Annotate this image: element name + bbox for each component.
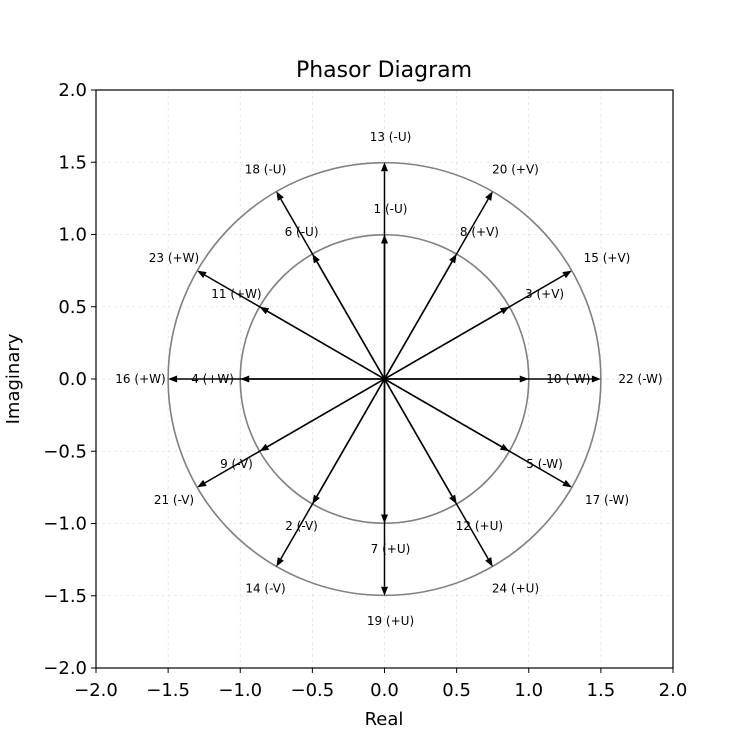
phasor-label-20: 20 (+V) [492,162,539,176]
phasor-arrows [168,162,601,596]
y-tick-label-3: −0.5 [43,441,87,462]
phasor-label-3: 3 (+V) [525,287,564,301]
phasor-14 [276,378,386,567]
x-tick-label-0: −2.0 [74,680,118,701]
phasor-label-4: 4 (+W) [191,372,234,386]
x-tick-label-7: 1.5 [587,680,616,701]
y-tick-label-1: −1.5 [43,586,87,607]
phasor-label-2: 2 (-V) [285,519,318,533]
y-tick-label-6: 1.0 [58,225,87,246]
phasor-label-10: 10 (-W) [546,372,590,386]
phasor-label-19: 19 (+U) [367,614,414,628]
phasor-20 [383,191,493,380]
chart-title: Phasor Diagram [296,58,472,83]
x-axis-ticks: −2.0 −1.5 −1.0 −0.5 0.0 0.5 1.0 1.5 2.0 [74,668,687,701]
phasor-label-13: 13 (-U) [370,130,412,144]
y-tick-label-0: −2.0 [43,658,87,679]
phasor-label-5: 5 (-W) [526,457,563,471]
phasor-18 [276,191,386,380]
phasor-label-18: 18 (-U) [245,162,287,176]
x-tick-label-2: −1.0 [218,680,262,701]
phasor-label-11: 11 (+W) [211,287,261,301]
x-tick-label-6: 1.0 [514,680,543,701]
phasor-label-15: 15 (+V) [584,251,631,265]
phasor-label-24: 24 (+U) [492,582,539,596]
phasor-label-6: 6 (-U) [285,225,319,239]
x-tick-label-1: −1.5 [146,680,190,701]
phasor-label-21: 21 (-V) [154,493,194,507]
y-axis-ticks: −2.0 −1.5 −1.0 −0.5 0.0 0.5 1.0 1.5 2.0 [43,80,96,679]
phasor-19 [381,379,388,596]
phasor-label-12: 12 (+U) [456,519,503,533]
phasor-13 [381,162,388,379]
y-tick-label-2: −1.0 [43,514,87,535]
x-axis-label: Real [365,709,404,730]
phasor-15 [384,270,572,380]
y-tick-label-7: 1.5 [58,152,87,173]
phasor-24 [383,378,493,567]
phasor-21 [197,378,385,488]
phasor-label-7: 7 (+U) [371,542,411,556]
y-tick-label-5: 0.5 [58,297,87,318]
phasor-label-16: 16 (+W) [115,372,165,386]
x-tick-label-4: 0.0 [370,680,399,701]
x-tick-label-3: −0.5 [291,680,335,701]
phasor-16 [168,375,385,383]
phasor-label-9: 9 (-V) [220,457,253,471]
phasor-22 [384,375,601,383]
x-tick-label-8: 2.0 [659,680,688,701]
x-tick-label-5: 0.5 [442,680,471,701]
y-axis-label: Imaginary [3,333,24,424]
phasor-labels: 1 (-U) 2 (-V) 3 (+V) 4 (+W) 5 (-W) 6 (-U) 7 (+… [115,130,662,628]
phasor-label-14: 14 (-V) [245,582,285,596]
phasor-label-8: 8 (+V) [460,225,499,239]
y-tick-label-8: 2.0 [58,80,87,101]
phasor-label-23: 23 (+W) [149,251,199,265]
phasor-label-17: 17 (-W) [585,493,629,507]
phasor-label-22: 22 (-W) [618,372,662,386]
phasor-23 [197,270,385,380]
phasor-17 [384,378,572,488]
phasor-label-1: 1 (-U) [374,202,408,216]
y-tick-label-4: 0.0 [58,369,87,390]
